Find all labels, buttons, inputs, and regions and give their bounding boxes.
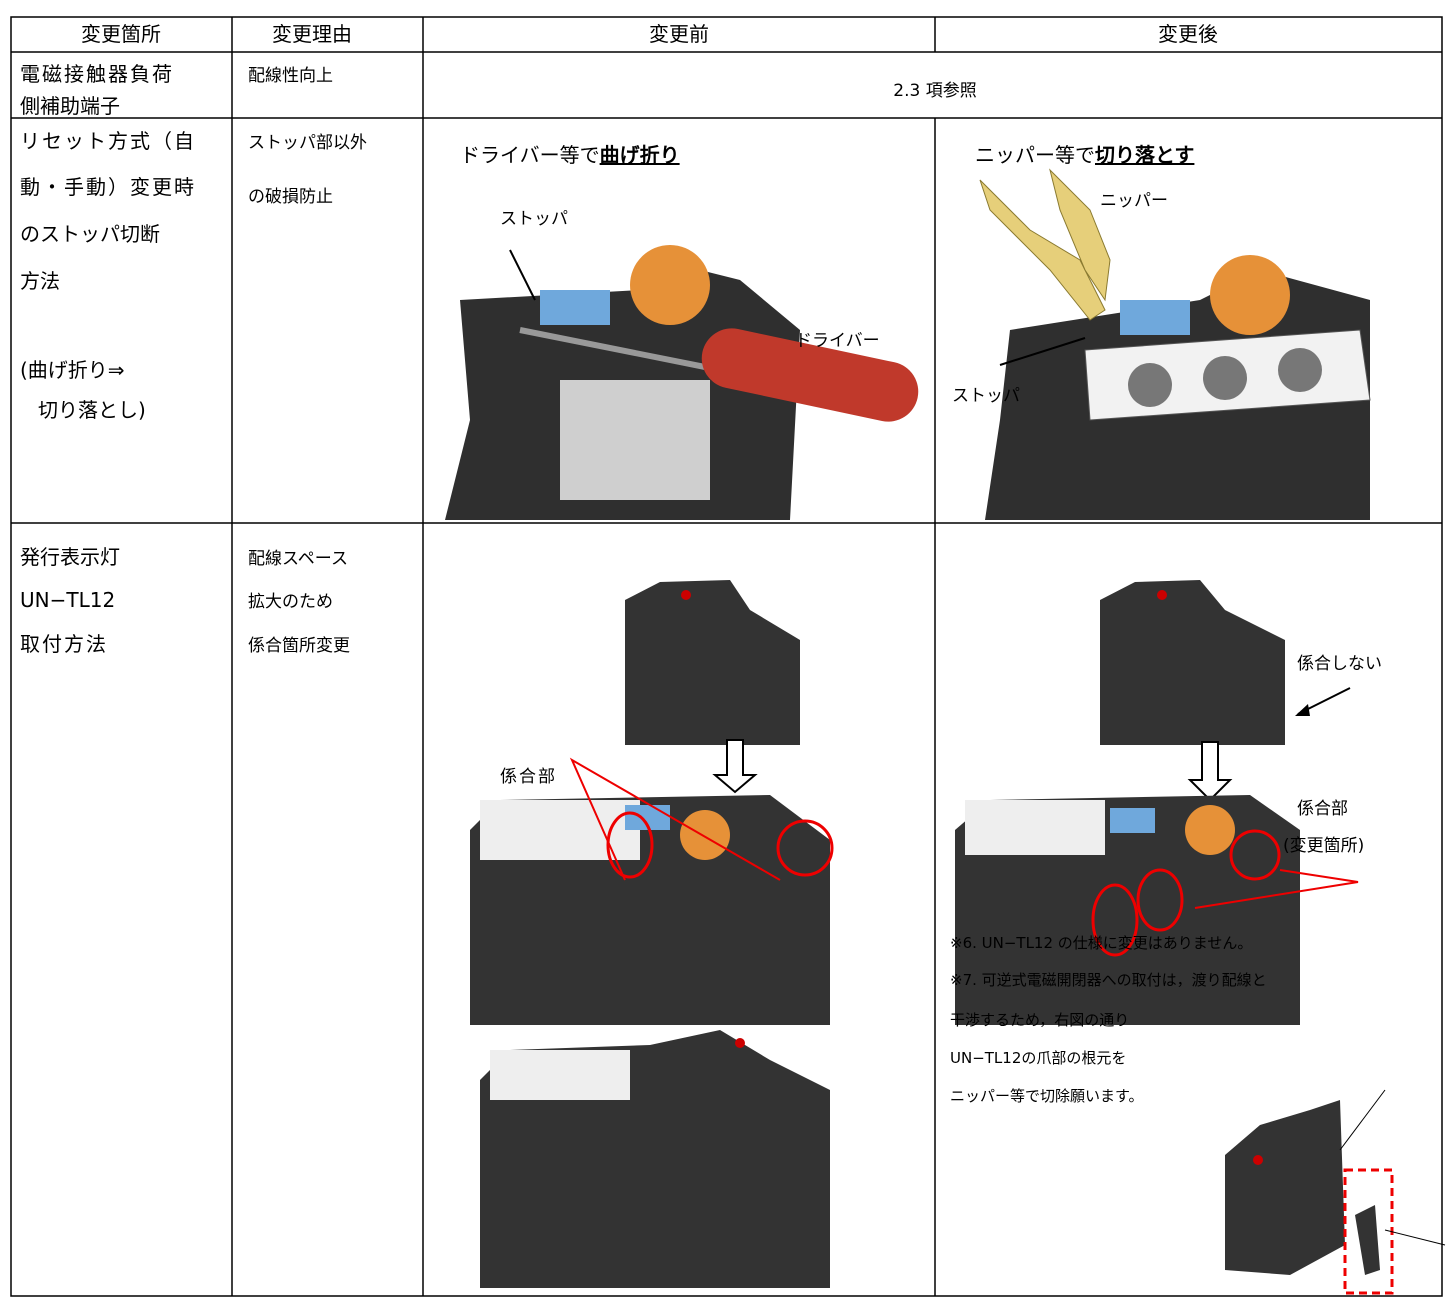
hole: [1278, 348, 1322, 392]
table-grid: [10, 16, 1443, 1297]
location: 側補助端子: [20, 94, 120, 118]
white-cover: [490, 1050, 630, 1100]
driver-handle: [701, 328, 919, 422]
heading-text: ニッパー等で: [975, 143, 1095, 167]
location-note: (曲げ折り⇒: [20, 358, 125, 382]
location: 発行表示灯: [20, 545, 120, 569]
pliers: [979, 179, 1106, 321]
highlight-circle: [1136, 868, 1184, 932]
location: のストッパ切断: [20, 222, 160, 246]
heading-text: ドライバー等で: [460, 143, 600, 167]
location-note: 切り落とし): [38, 398, 146, 422]
reason: 配線スペース: [248, 549, 348, 569]
note: ※6. UN−TL12 の仕様に変更はありません。: [950, 934, 1253, 952]
pliers: [1049, 168, 1111, 302]
lamp: [735, 1038, 745, 1048]
location: 方法: [20, 269, 60, 293]
heading: ニッパー等で切り落とす: [975, 143, 1194, 167]
terminals: [560, 380, 710, 500]
highlight-circle: [606, 811, 654, 879]
callout: ストッパ: [500, 209, 568, 229]
callout: 係合部: [1297, 799, 1348, 819]
white-cover: [480, 800, 640, 860]
blue-part: [540, 290, 610, 325]
location: UN−TL12: [20, 588, 116, 612]
leader: [999, 337, 1086, 366]
callout: ストッパ: [952, 386, 1020, 406]
header-cell: 変更箇所: [81, 22, 161, 46]
header-cell: 変更後: [1158, 22, 1218, 46]
lamp-unit: [625, 580, 800, 745]
location: 電磁接触器負荷: [20, 62, 174, 86]
lamp-after: [955, 580, 1446, 1295]
change: 2.3 項参照: [893, 81, 977, 101]
reason: 係合箇所変更: [248, 636, 350, 656]
relay-before: [445, 245, 919, 520]
heading-emphasis: 曲げ折り: [599, 143, 680, 167]
hole: [1128, 363, 1172, 407]
dial: [680, 810, 730, 860]
leader: [509, 249, 536, 301]
red-arrow: [1194, 869, 1359, 909]
red-arrow: [569, 757, 781, 881]
reason: の破損防止: [248, 187, 333, 207]
table-border: [10, 16, 1443, 1297]
reason: ストッパ部以外: [248, 133, 367, 153]
hole: [1203, 356, 1247, 400]
location: 動・手動）変更時: [20, 175, 196, 199]
down-arrow: [712, 739, 758, 794]
driver-shaft: [519, 327, 721, 373]
note: UN−TL12の爪部の根元を: [950, 1049, 1127, 1067]
reason: 配線性向上: [248, 66, 333, 86]
location: 取付方法: [20, 632, 108, 656]
note: ニッパー等で切除願います。: [950, 1087, 1144, 1105]
heading: ドライバー等で曲げ折り: [460, 143, 680, 167]
leader: [1339, 1089, 1386, 1151]
white-cover: [965, 800, 1105, 855]
callout: ドライバー: [795, 331, 880, 351]
heading-emphasis: 切り落とす: [1095, 143, 1195, 167]
dial: [630, 245, 710, 325]
dial: [1185, 805, 1235, 855]
highlight-circle: [776, 819, 834, 877]
note: ※7. 可逆式電磁開閉器への取付は，渡り配線と: [950, 971, 1267, 989]
callout: (変更箇所): [1283, 836, 1365, 856]
callout: 係合部: [500, 767, 557, 787]
down-arrow: [1187, 741, 1233, 802]
lamp: [1253, 1155, 1263, 1165]
header-cell: 変更前: [649, 22, 709, 46]
arrow-head: [1295, 704, 1310, 716]
relay-after: [979, 168, 1371, 520]
dial: [1210, 255, 1290, 335]
highlight-circle: [1229, 829, 1281, 881]
note: 干渉するため，右図の通り: [950, 1011, 1130, 1029]
lamp-unit: [1100, 580, 1285, 745]
reason: 拡大のため: [248, 592, 333, 612]
lamp: [681, 590, 691, 600]
lamp-before: [470, 580, 834, 1288]
location: リセット方式（自: [20, 129, 196, 153]
lamp-unit: [1225, 1100, 1345, 1275]
leader: [1384, 1229, 1446, 1246]
callout: 係合しない: [1297, 654, 1382, 674]
blue-part: [1110, 808, 1155, 833]
claw: [1355, 1205, 1380, 1275]
blue-part: [1120, 300, 1190, 335]
callout: ニッパー: [1100, 191, 1168, 211]
header-cell: 変更理由: [272, 22, 352, 46]
lamp: [1157, 590, 1167, 600]
highlight-circle: [1091, 883, 1139, 957]
